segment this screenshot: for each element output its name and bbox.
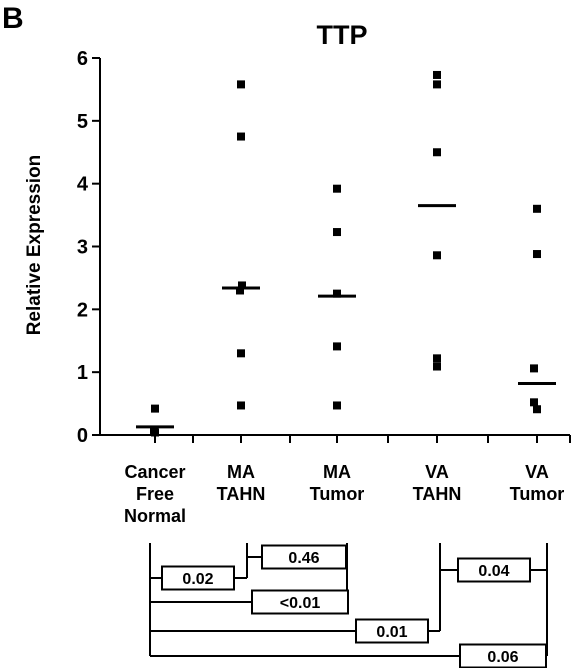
- comparison-brackets: 0.46 0.02 <0.01 0.01 0.04 0.06: [149, 543, 548, 668]
- category-label: VA Tumor: [510, 462, 565, 504]
- data-point: [533, 405, 541, 414]
- data-point: [237, 401, 245, 410]
- y-tick-label: 4: [77, 174, 89, 196]
- data-point: [433, 362, 441, 371]
- p-value-label: 0.02: [182, 571, 213, 588]
- category-label-line: VA: [525, 462, 549, 482]
- category-label-line: Tumor: [310, 484, 365, 504]
- p-value-label: 0.06: [487, 649, 518, 666]
- p-value-box: [261, 544, 347, 570]
- data-marks: [136, 70, 556, 437]
- category-label: MA Tumor: [310, 462, 365, 504]
- panel-letter: B: [2, 2, 24, 35]
- data-point: [433, 148, 441, 157]
- data-point: [151, 428, 159, 437]
- category-label: MA TAHN: [217, 462, 266, 504]
- y-tick-label: 2: [77, 299, 88, 321]
- category-label-line: Cancer: [124, 462, 185, 482]
- category-label-line: TAHN: [217, 484, 266, 504]
- data-point: [530, 398, 538, 407]
- data-point: [433, 251, 441, 260]
- data-point: [333, 228, 341, 237]
- p-value-box: [355, 618, 429, 644]
- y-tick-label: 1: [77, 362, 88, 384]
- category-label-line: Free: [136, 484, 174, 504]
- p-value-label: 0.01: [376, 624, 407, 641]
- data-point: [333, 401, 341, 410]
- data-point: [433, 70, 441, 79]
- data-point: [533, 204, 541, 213]
- data-point: [236, 286, 244, 295]
- category-label-line: VA: [425, 462, 449, 482]
- y-tick-label: 5: [77, 111, 88, 133]
- category-label-line: TAHN: [413, 484, 462, 504]
- data-point: [533, 250, 541, 259]
- y-tick-label: 3: [77, 237, 88, 259]
- axes: 0 1 2 3 4 5 6: [77, 48, 571, 447]
- p-value-label: <0.01: [280, 595, 321, 612]
- data-point: [237, 80, 245, 89]
- data-point: [433, 80, 441, 89]
- p-value-box: [251, 589, 349, 615]
- data-point: [333, 184, 341, 193]
- data-point: [333, 289, 341, 298]
- p-value-box: [161, 565, 235, 591]
- data-point: [238, 281, 246, 290]
- category-label: VA TAHN: [413, 462, 462, 504]
- category-label-line: MA: [323, 462, 351, 482]
- p-value-box: [457, 557, 531, 583]
- data-point: [530, 364, 538, 373]
- chart-title: TTP: [317, 20, 368, 50]
- data-point: [433, 354, 441, 363]
- category-label: Cancer Free Normal: [124, 462, 186, 526]
- data-point: [151, 404, 159, 413]
- category-label-line: MA: [227, 462, 255, 482]
- category-label-line: Tumor: [510, 484, 565, 504]
- y-tick-label: 6: [77, 48, 88, 70]
- data-point: [237, 132, 245, 141]
- p-value-label: 0.04: [478, 563, 509, 580]
- p-value-label: 0.46: [288, 550, 319, 567]
- data-point: [237, 349, 245, 358]
- category-label-line: Normal: [124, 506, 186, 526]
- y-tick-label: 0: [77, 425, 88, 447]
- y-axis-label: Relative Expression: [24, 155, 45, 336]
- data-point: [333, 342, 341, 351]
